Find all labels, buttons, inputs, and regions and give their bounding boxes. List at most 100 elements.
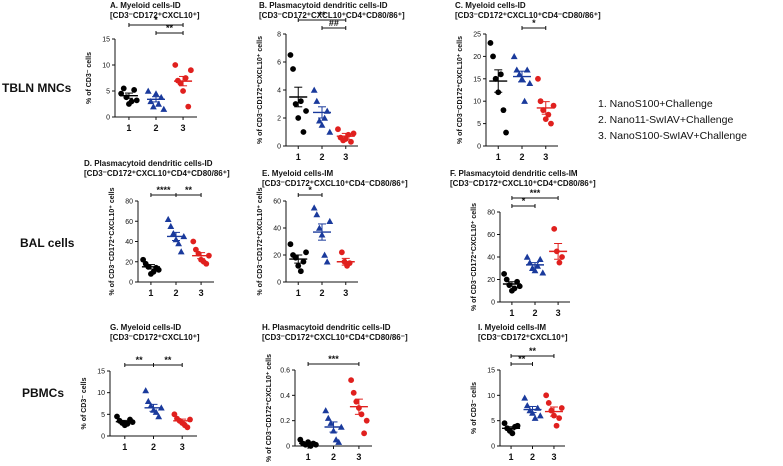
x-tick-label: 1 — [509, 308, 514, 318]
x-tick-label: 3 — [356, 452, 361, 462]
data-point — [492, 75, 499, 82]
panel-A: A. Myeloid cells-ID[CD3⁻CD172⁺CXCL10⁺] 0 5… — [86, 1, 200, 133]
panel-title: C. Myeloid cells-ID — [455, 1, 526, 10]
data-point — [295, 115, 302, 121]
data-point — [124, 420, 131, 427]
data-point — [177, 248, 185, 255]
x-tick-label: 1 — [148, 288, 153, 298]
data-point — [312, 441, 319, 448]
data-point — [500, 107, 507, 114]
significance-label: * — [522, 196, 526, 206]
data-point — [353, 398, 360, 405]
y-tick-label: 0.2 — [280, 418, 290, 425]
panels-group: A. Myeloid cells-ID[CD3⁻CD172⁺CXCL10⁺]05… — [81, 1, 601, 462]
data-point — [297, 268, 304, 275]
data-point — [521, 97, 528, 104]
data-point — [348, 377, 355, 384]
panel-E: E. Myeloid cells-IM[CD3⁻CD172⁺CXCL10⁺CD4… — [257, 169, 408, 298]
data-point — [187, 67, 194, 74]
significance-label: ** — [185, 185, 193, 195]
data-point — [510, 53, 518, 60]
data-point — [553, 422, 560, 429]
significance-label: *** — [530, 188, 541, 198]
significance-label: ** — [166, 23, 174, 33]
data-point — [503, 276, 510, 283]
panel-D: D. Plasmacytoid dendritic cells-ID[CD3⁻C… — [84, 159, 230, 298]
data-point — [516, 70, 523, 78]
data-point — [190, 238, 197, 245]
data-point — [523, 253, 531, 260]
data-point — [501, 420, 508, 427]
panel-B: B. Plasmacytoid dendritic cells-ID[CD3⁻C… — [257, 1, 405, 162]
y-tick-label: 5 — [491, 418, 495, 425]
data-point — [310, 204, 318, 211]
x-tick-label: 2 — [173, 288, 178, 298]
data-point — [167, 222, 175, 230]
y-tick-label: 5 — [101, 412, 105, 419]
data-point — [131, 87, 138, 93]
data-point — [514, 422, 521, 429]
y-tick-label: 0.6 — [280, 368, 290, 375]
data-point — [497, 71, 504, 78]
x-tick-label: 2 — [519, 152, 524, 162]
panel-title: E. Myeloid cells-IM — [262, 169, 333, 178]
panel-title: D. Plasmacytoid dendritic cells-ID — [84, 159, 213, 168]
x-tick-label: 3 — [181, 123, 186, 133]
data-point — [155, 266, 162, 273]
panel-H: H. Plasmacytoid dendritic cells-ID[CD3⁻C… — [262, 323, 408, 462]
y-axis-label: % of CD3⁻CD172⁺CXCL10⁺ cells — [457, 36, 464, 144]
data-point — [536, 255, 544, 262]
data-point — [184, 424, 191, 431]
panel-subtitle: [CD3⁻CD172⁺CXCL10⁺] — [110, 11, 200, 20]
data-point — [316, 224, 323, 231]
panel-subtitle: [CD3⁻CD172⁺CXCL10⁺CD4⁺CD80/86⁻] — [262, 333, 408, 342]
y-axis-label: % of CD3⁻ cells — [86, 52, 93, 104]
data-point — [180, 88, 186, 94]
data-point — [144, 87, 152, 94]
y-tick-label: 40 — [487, 255, 495, 262]
y-tick-label: 15 — [97, 369, 105, 376]
data-point — [556, 415, 563, 422]
data-point — [511, 285, 518, 292]
data-point — [155, 100, 162, 107]
data-point — [313, 211, 321, 218]
data-point — [187, 416, 193, 423]
data-point — [303, 108, 309, 114]
y-tick-label: 5 — [477, 121, 481, 128]
panel-subtitle: [CD3⁻CD172⁺CXCL10⁺CD4⁺CD80/86⁺] — [84, 169, 230, 178]
x-tick-label: 3 — [543, 152, 548, 162]
data-point — [531, 267, 539, 274]
data-point — [503, 129, 509, 136]
y-tick-label: 2 — [277, 116, 281, 123]
y-axis-label: % of CD3⁻CD172⁺CXCL10⁺ cells — [257, 187, 264, 295]
y-tick-label: 80 — [487, 210, 495, 217]
data-point — [290, 66, 296, 72]
data-point — [559, 254, 565, 260]
data-point — [171, 411, 178, 418]
data-point — [321, 251, 328, 258]
y-tick-label: 0 — [491, 444, 495, 451]
y-tick-label: 0 — [491, 300, 495, 307]
y-axis-label: % of CD3⁻CD172⁺CXCL10⁺ cells — [471, 203, 478, 311]
data-point — [361, 430, 368, 437]
data-point — [326, 217, 334, 224]
panel-subtitle: [CD3⁻CD172⁺CXCL10⁺CD4⁺CD80/86⁺] — [450, 179, 596, 188]
y-tick-label: 20 — [125, 259, 133, 266]
data-point — [128, 98, 135, 105]
data-point — [147, 98, 155, 105]
y-tick-label: 0 — [277, 280, 281, 287]
data-point — [327, 419, 335, 426]
data-point — [155, 413, 163, 420]
data-point — [539, 269, 547, 276]
data-point — [487, 40, 494, 46]
x-tick-label: 2 — [532, 308, 537, 318]
y-tick-label: 40 — [125, 239, 133, 246]
data-point — [310, 86, 318, 93]
y-tick-label: 0 — [101, 434, 105, 441]
data-point — [324, 414, 332, 421]
panel-subtitle: [CD3⁻CD172⁺CXCL10⁺CD4⁺CD80/86⁺] — [259, 11, 405, 20]
data-point — [172, 62, 179, 68]
data-point — [157, 93, 165, 100]
data-point — [295, 262, 302, 269]
x-tick-label: 3 — [343, 288, 348, 298]
